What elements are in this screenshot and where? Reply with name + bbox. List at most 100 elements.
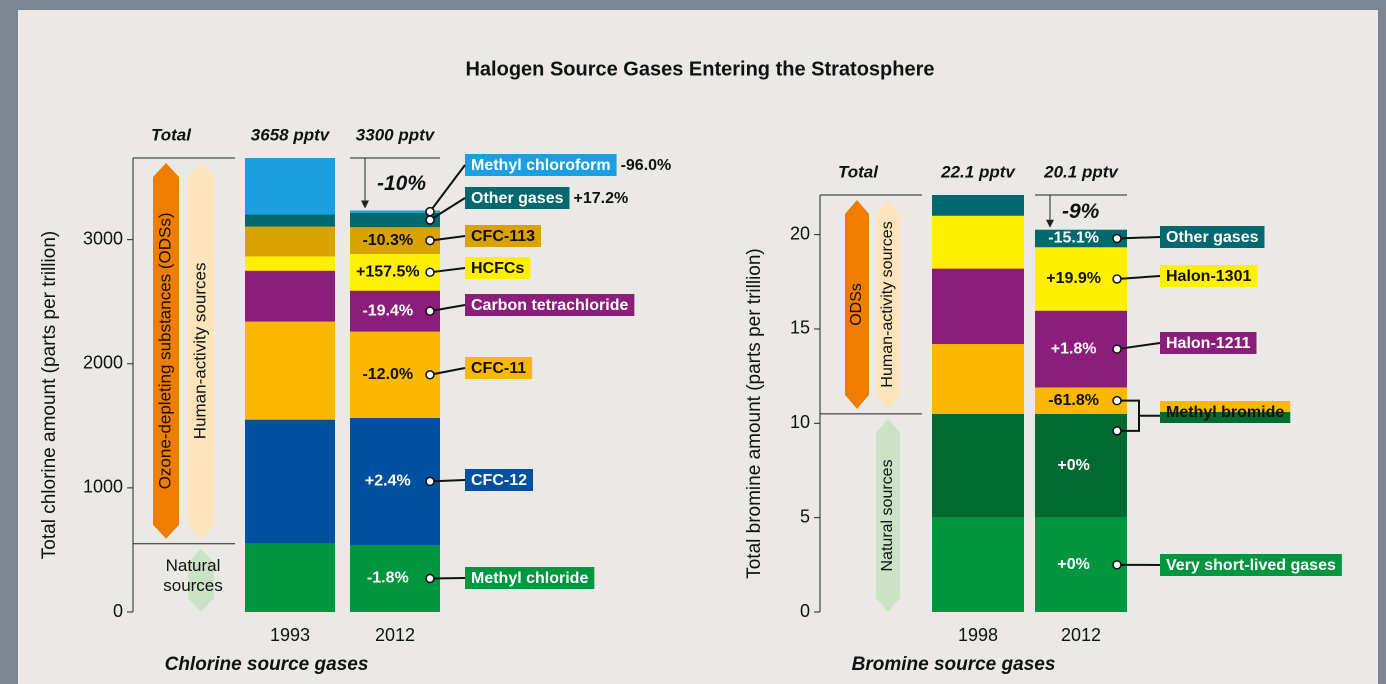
legend-label: CFC-12 (471, 472, 527, 489)
bar-segment (932, 195, 1024, 216)
legend-label: Carbon tetrachloride (471, 297, 628, 314)
change-label: +17.2% (573, 190, 628, 207)
label-box (1160, 265, 1258, 287)
ods-label: Ozone-depleting substances (ODSs) (155, 212, 174, 489)
bar-segment (1035, 413, 1127, 518)
bar-segment (1035, 387, 1127, 414)
label-dot (1112, 426, 1122, 436)
label-box (1160, 332, 1257, 354)
label-box (465, 567, 595, 589)
legend-label: CFC-11 (471, 360, 526, 377)
bar-segment (245, 270, 335, 322)
x-tick-label: 1993 (270, 625, 310, 645)
label-dot (1112, 344, 1122, 354)
y-axis-label: Total bromine amount (parts per trillion… (744, 248, 765, 579)
change-label: +19.9% (1046, 270, 1101, 287)
bar-segment (350, 212, 440, 228)
bar-segment (1035, 310, 1127, 388)
label-dot (1112, 233, 1122, 244)
main-title: Halogen Source Gases Entering the Strato… (465, 58, 934, 80)
label-dot (425, 370, 435, 380)
bar-segment (245, 419, 335, 544)
y-tick-label: 10 (790, 412, 810, 432)
legend-label: Other gases (1166, 229, 1259, 246)
bar-segment (1035, 247, 1127, 311)
x-tick-label: 2012 (1061, 625, 1101, 645)
label-dot (425, 267, 435, 278)
human-label: Human-activity sources (879, 221, 896, 387)
change-label: +2.4% (365, 473, 411, 490)
connector (429, 235, 466, 242)
legend-label: CFC-113 (471, 228, 535, 245)
connector (429, 304, 466, 313)
y-tick-label: 0 (113, 601, 123, 621)
bar-segment (350, 544, 440, 612)
bar-segment (245, 214, 335, 227)
total-header: Total (838, 162, 879, 181)
bar-segment (245, 321, 335, 420)
label-box (1160, 226, 1265, 248)
label-dot (1112, 560, 1122, 570)
y-axis-label: Total chlorine amount (parts per trillio… (39, 231, 60, 559)
label-box (465, 187, 570, 209)
panel (18, 10, 1378, 684)
human-label: Human-activity sources (190, 263, 209, 440)
chart: 0 1000 2000 3000 Total chlorine amount (part… (39, 125, 671, 675)
bar-segment (932, 344, 1024, 414)
total-label: 22.1 pptv (940, 162, 1016, 181)
human-arrow (876, 200, 900, 409)
total-label: 3658 pptv (251, 125, 331, 144)
label-box (465, 469, 534, 491)
change-label: -15.1% (1048, 230, 1099, 247)
bar-segment (350, 227, 440, 254)
label-box (1160, 554, 1342, 576)
legend-label: HCFCs (471, 260, 524, 277)
y-tick-label: 20 (790, 223, 810, 243)
legend-label: Very short-lived gases (1166, 557, 1336, 574)
x-tick-label: 1998 (958, 625, 998, 645)
connector (429, 267, 466, 274)
total-header: Total (151, 125, 192, 144)
change-label: -10.3% (362, 232, 413, 249)
legend-label: Halon-1301 (1166, 268, 1251, 285)
label-dot (425, 215, 435, 225)
label-dot (425, 573, 435, 584)
legend-label: Methyl chloroform (471, 157, 611, 174)
bar-segment (1035, 517, 1127, 612)
change-label: +157.5% (356, 264, 420, 281)
bar-segment (1035, 229, 1127, 248)
legend-label: Methyl chloride (471, 570, 588, 587)
bar-segment (932, 215, 1024, 269)
y-tick-label: 3000 (83, 228, 123, 248)
connector (1116, 236, 1161, 240)
chart-subtitle: Chlorine source gases (165, 654, 369, 675)
arrowhead (1046, 219, 1054, 228)
label-dot (425, 476, 435, 487)
arrowhead (361, 200, 369, 209)
bar-segment (350, 210, 440, 213)
connector (429, 164, 466, 213)
bar-segment (245, 543, 335, 612)
legend-label: Methyl bromide (1166, 404, 1284, 421)
label-box (465, 225, 542, 247)
y-tick-label: 5 (800, 506, 810, 526)
human-arrow (188, 163, 214, 539)
change-label: -61.8% (1048, 392, 1099, 409)
label-dot (425, 306, 435, 316)
change-label: -19.4% (362, 302, 413, 319)
ods-arrow (153, 163, 179, 539)
connector (429, 367, 466, 376)
label-box (465, 357, 533, 379)
y-tick-label: 15 (790, 318, 810, 338)
total-change: -9% (1062, 200, 1100, 223)
natural-arrow (876, 418, 900, 612)
label-dot (1112, 274, 1122, 284)
x-tick-label: 2012 (375, 625, 415, 645)
change-label: -12.0% (362, 366, 413, 383)
bar-segment (932, 517, 1024, 612)
total-label: 20.1 pptv (1043, 162, 1119, 181)
legend-label: Other gases (471, 190, 564, 207)
label-dot (425, 235, 435, 246)
